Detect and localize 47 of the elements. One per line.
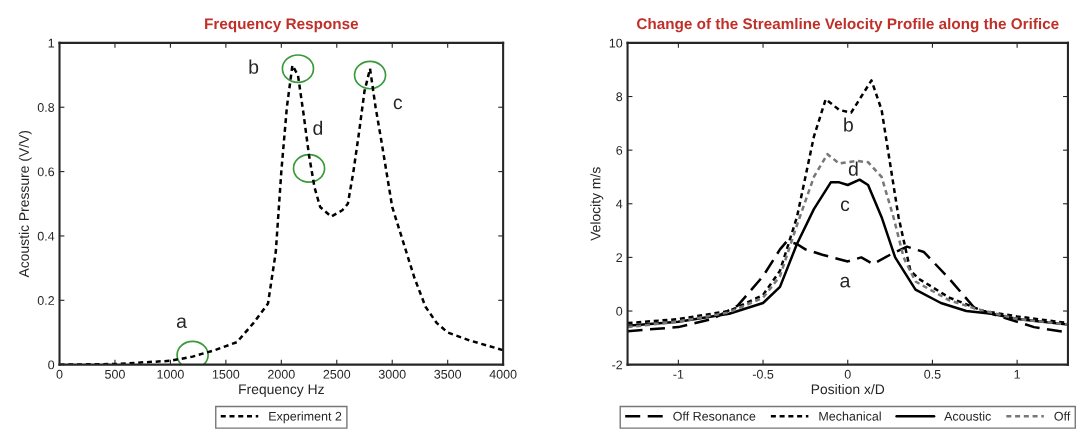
annotation: c bbox=[840, 200, 850, 212]
line-series bbox=[627, 152, 1068, 329]
y-tick-label: 0.2 bbox=[37, 296, 55, 305]
y-tick-label: 4 bbox=[616, 199, 623, 209]
x-tick-label: 0 bbox=[56, 369, 63, 379]
x-tick-label: 0.5 bbox=[924, 369, 941, 379]
y-tick-label: 0 bbox=[48, 360, 55, 370]
annotation: d bbox=[313, 120, 323, 135]
x-tick-label: 3500 bbox=[434, 369, 462, 379]
y-tick-label: 0.4 bbox=[37, 231, 55, 241]
legend-label: Acoustic bbox=[944, 411, 991, 421]
y-tick-label: 0.8 bbox=[37, 103, 55, 112]
y-axis-title: Acoustic Pressure (V/V) bbox=[18, 130, 32, 278]
x-tick-label: 2000 bbox=[268, 369, 295, 379]
annotation: d bbox=[848, 161, 858, 176]
y-tick-label: 0.6 bbox=[37, 167, 55, 177]
chart-title: Frequency Response bbox=[205, 18, 359, 33]
y-tick-label: 6 bbox=[616, 145, 623, 155]
x-tick-label: 2500 bbox=[323, 369, 351, 379]
legend-label: Experiment 2 bbox=[269, 411, 342, 424]
annotation: a bbox=[176, 317, 187, 329]
y-tick-label: 0 bbox=[616, 306, 623, 316]
legend-label: Off bbox=[1054, 411, 1071, 421]
x-tick-label: -1 bbox=[673, 369, 684, 379]
annotation: a bbox=[840, 276, 851, 288]
x-tick-label: 1500 bbox=[212, 369, 240, 379]
y-tick-label: -2 bbox=[612, 360, 623, 370]
x-tick-label: 3000 bbox=[378, 369, 406, 379]
annotation: c bbox=[393, 98, 403, 110]
x-axis-title: Frequency Hz bbox=[239, 384, 324, 397]
y-axis-title: Velocity m/s bbox=[590, 167, 604, 241]
x-tick-label: 0 bbox=[844, 369, 851, 379]
y-tick-label: 10 bbox=[609, 38, 623, 48]
y-tick-label: 1 bbox=[48, 38, 55, 48]
legend-label: Off Resonance bbox=[673, 411, 756, 421]
x-tick-label: 4000 bbox=[489, 369, 517, 379]
x-tick-label: 1 bbox=[1014, 369, 1020, 379]
chart-title: Change of the Streamline Velocity Profile along the Orifice bbox=[637, 17, 1059, 33]
x-tick-label: 500 bbox=[105, 369, 125, 379]
y-tick-label: 8 bbox=[616, 92, 623, 102]
annotation: b bbox=[249, 59, 259, 74]
y-tick-label: 2 bbox=[616, 253, 623, 262]
x-axis-title: Position x/D bbox=[811, 383, 885, 395]
legend-label: Mechanical bbox=[819, 411, 881, 421]
x-tick-label: 1000 bbox=[157, 369, 184, 379]
annotation: b bbox=[844, 117, 853, 132]
x-tick-label: -0.5 bbox=[752, 369, 774, 379]
